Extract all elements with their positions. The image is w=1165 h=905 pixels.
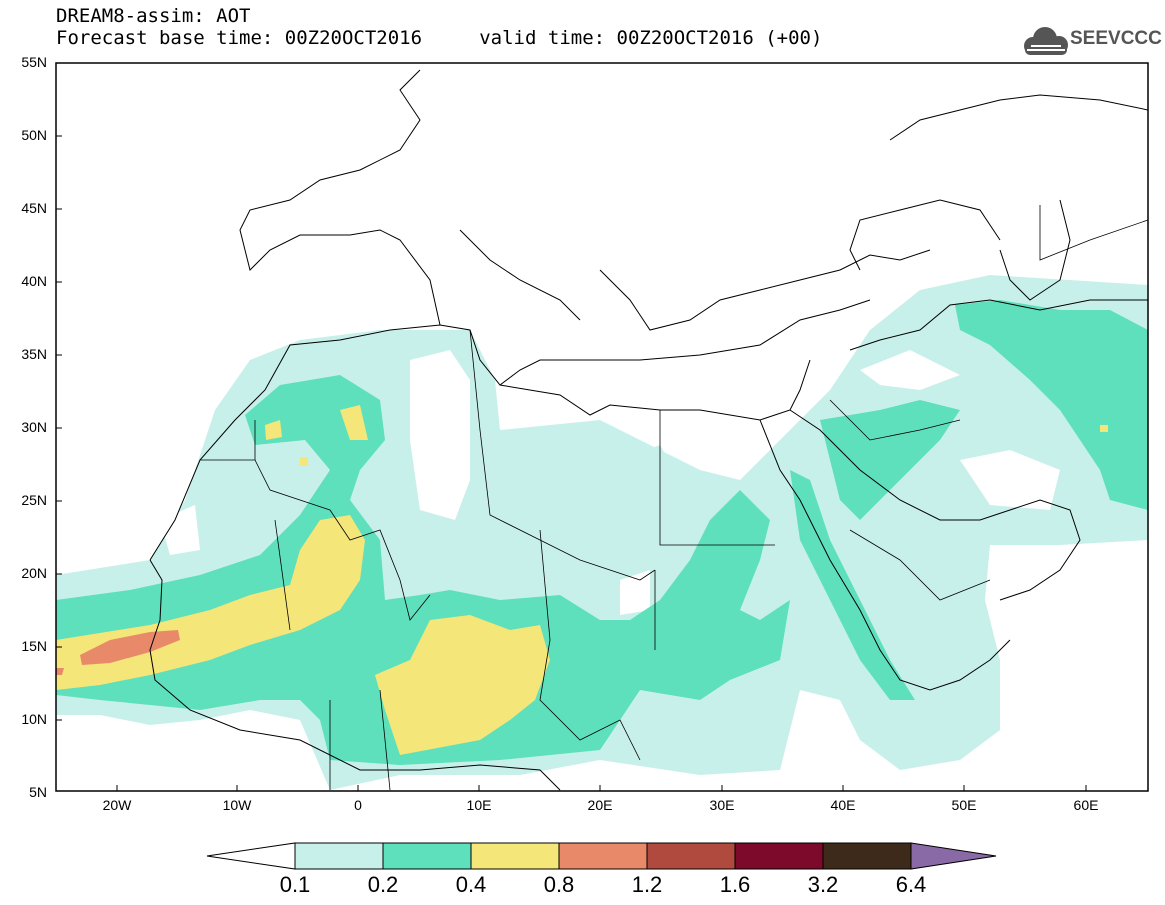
forecast-times: Forecast base time: 00Z20OCT2016 valid t… [56, 27, 823, 49]
lat-label: 20N [21, 565, 47, 581]
lat-label: 10N [21, 711, 47, 727]
lat-label: 40N [21, 273, 47, 289]
lat-label: 50N [21, 127, 47, 143]
colorbar-label: 0.4 [455, 872, 487, 897]
lat-label: 45N [21, 200, 47, 216]
colorbar-label: 6.4 [895, 872, 927, 897]
aot-contour-0.2 [56, 300, 1148, 765]
lat-label: 55N [21, 54, 47, 70]
lat-label: 35N [21, 346, 47, 362]
lon-label: 0 [354, 797, 362, 813]
colorbar-label: 1.6 [719, 872, 751, 897]
lon-label: 30E [709, 797, 735, 813]
cloud-icon [1024, 27, 1068, 55]
map-title: DREAM8-assim: AOT [56, 5, 251, 27]
lat-label: 15N [21, 638, 47, 654]
coastlines [149, 69, 1148, 791]
lon-label: 40E [830, 797, 856, 813]
lon-label: 50E [951, 797, 977, 813]
axis-ticks [56, 62, 1087, 791]
colorbar-label: 3.2 [807, 872, 839, 897]
country-borders [200, 205, 1148, 791]
lon-label: 20E [587, 797, 613, 813]
colorbar-label: 0.8 [543, 872, 575, 897]
colorbar-label: 0.2 [367, 872, 399, 897]
colorbar-label: 1.2 [631, 872, 663, 897]
lat-label: 5N [29, 784, 47, 800]
lat-label: 30N [21, 419, 47, 435]
lon-label: 10W [222, 797, 252, 813]
colorbar-label: 0.1 [279, 872, 311, 897]
lat-label: 25N [21, 492, 47, 508]
seevccc-logo-text: SEEVCCC [1070, 28, 1162, 49]
lon-label: 10E [466, 797, 492, 813]
lon-label: 20W [102, 797, 132, 813]
lon-label: 60E [1073, 797, 1099, 813]
aot-contour-0.8 [56, 630, 180, 675]
